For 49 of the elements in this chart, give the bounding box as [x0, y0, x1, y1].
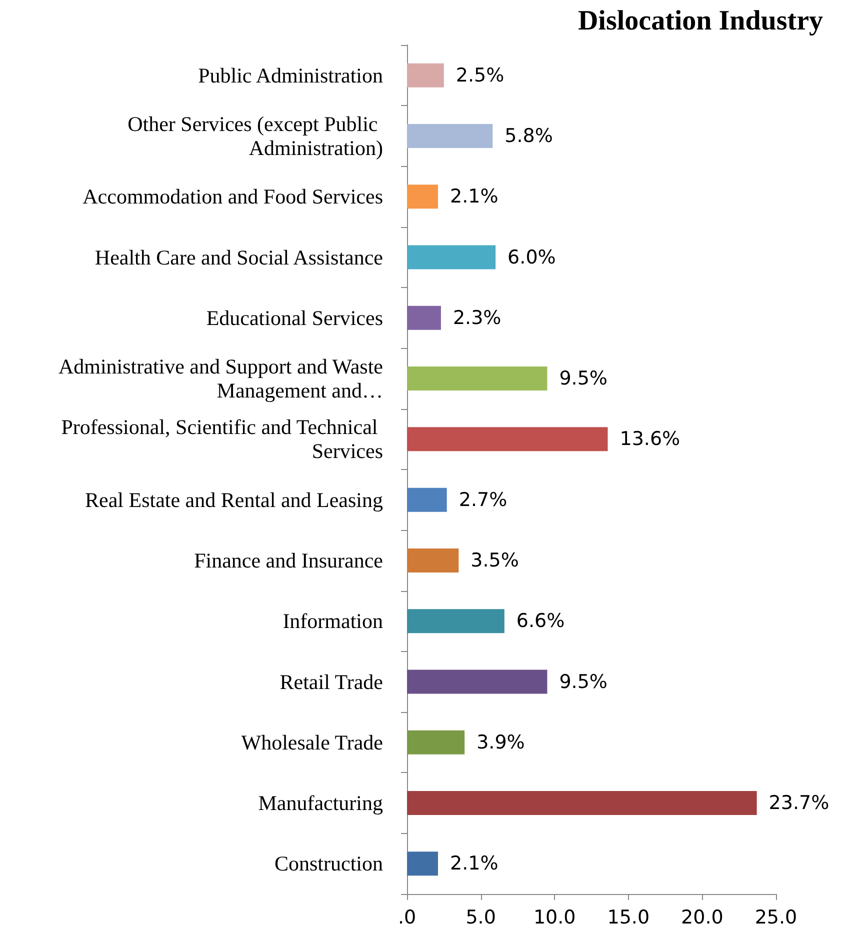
- bar: [407, 670, 548, 694]
- y-tick-label: Accommodation and Food Services: [82, 184, 383, 209]
- y-tick-label: Manufacturing: [258, 791, 384, 816]
- x-tick-label: 15.0: [607, 906, 650, 928]
- data-label: 6.6%: [516, 610, 565, 632]
- y-tick-label: Retail Trade: [280, 670, 383, 694]
- bar: [407, 366, 548, 391]
- data-label: 2.3%: [452, 306, 502, 329]
- data-label: 23.7%: [768, 792, 830, 814]
- bar: [407, 63, 444, 88]
- y-tick-label: Real Estate and Rental and Leasing: [85, 488, 384, 512]
- y-tick-label: Finance and Insurance: [194, 548, 383, 572]
- x-tick-label: 10.0: [533, 906, 576, 928]
- x-tick-label: 25.0: [754, 906, 798, 928]
- y-tick-label: Public Administration: [198, 63, 384, 88]
- bar: [407, 488, 447, 512]
- y-tick-label: Professional, Scientific and Technical Services: [61, 415, 383, 464]
- data-label: 9.5%: [559, 368, 608, 390]
- bar: [407, 791, 757, 816]
- data-label: 3.5%: [470, 549, 519, 572]
- y-tick-label: Construction: [274, 852, 384, 876]
- data-label: 13.6%: [620, 428, 680, 450]
- y-tick-label: Other Services (except Public Administration): [128, 112, 383, 160]
- bar: [407, 124, 493, 148]
- data-label: 3.9%: [476, 731, 525, 754]
- bar: [407, 427, 608, 452]
- y-tick-label: Information: [282, 609, 384, 634]
- data-label: 9.5%: [559, 670, 608, 693]
- y-tick-label: Administrative and Support and Waste Management and…: [58, 354, 383, 403]
- data-label: 2.7%: [458, 488, 508, 511]
- x-tick-label: 20.0: [681, 906, 724, 928]
- data-label: 2.1%: [450, 852, 498, 875]
- data-label: 2.1%: [450, 186, 498, 208]
- bar: [407, 609, 504, 634]
- data-label: 2.5%: [456, 64, 504, 86]
- bar: [407, 306, 441, 330]
- chart-title: Dislocation Industry: [578, 6, 824, 36]
- x-tick-label: 5.0: [466, 906, 496, 928]
- bar: [407, 245, 496, 270]
- y-tick-label: Educational Services: [206, 306, 383, 330]
- x-tick-label: .0: [398, 906, 416, 928]
- bar: [407, 184, 438, 209]
- bar: [407, 730, 465, 754]
- y-tick-label: Health Care and Social Assistance: [94, 245, 383, 270]
- bar: [407, 548, 459, 572]
- data-label: 5.8%: [504, 124, 553, 147]
- data-label: 6.0%: [508, 246, 556, 268]
- y-tick-label: Wholesale Trade: [241, 730, 383, 754]
- bar: [407, 852, 438, 876]
